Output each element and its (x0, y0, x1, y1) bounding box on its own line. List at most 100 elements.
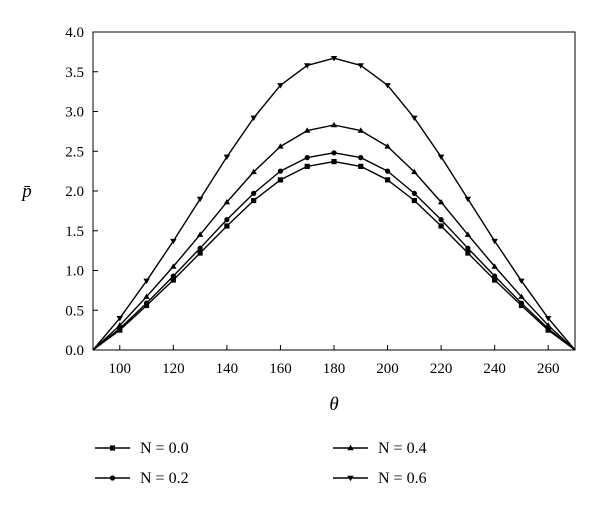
data-point (330, 56, 338, 62)
x-tick-label: 100 (109, 361, 132, 377)
data-point (224, 217, 230, 223)
data-point (304, 63, 311, 69)
data-point (411, 197, 417, 204)
data-point (465, 245, 471, 251)
legend-marker (347, 444, 354, 451)
data-point (143, 278, 150, 285)
x-tick-label: 200 (376, 361, 399, 377)
y-tick-label: 0.0 (65, 343, 84, 359)
data-point (491, 238, 498, 245)
data-point (465, 250, 471, 256)
data-point (170, 277, 176, 283)
data-point (518, 293, 525, 299)
data-point (358, 155, 364, 161)
legend-marker (347, 475, 354, 482)
legend: N = 0.0 N = 0.2 N = 0.4 N = 0.6 (95, 440, 427, 487)
data-point (437, 154, 445, 161)
x-tick-label: 120 (162, 361, 185, 377)
data-point (411, 190, 417, 196)
data-point (116, 322, 123, 328)
x-tick-label: 140 (216, 361, 239, 377)
y-tick-label: 2.5 (65, 144, 84, 160)
y-tick-label: 1.0 (65, 264, 84, 280)
x-tick-label: 220 (430, 361, 453, 377)
data-point (304, 127, 311, 133)
series-2 (92, 121, 576, 351)
x-tick-label: 160 (269, 361, 292, 377)
x-tick-label: 260 (537, 361, 560, 377)
x-axis: 100 120 140 160 180 200 220 240 260 (109, 345, 560, 377)
data-point (196, 231, 204, 237)
x-axis-label: θ (329, 394, 338, 415)
legend-item: N = 0.6 (333, 470, 427, 487)
plot-area (92, 56, 576, 351)
y-tick-label: 4.0 (65, 25, 84, 41)
data-point (464, 231, 472, 237)
data-point (358, 163, 364, 169)
y-tick-label: 0.5 (65, 303, 84, 319)
data-point (251, 190, 257, 196)
series-3 (92, 56, 576, 351)
data-point (170, 263, 177, 269)
legend-label: N = 0.4 (378, 440, 427, 457)
x-tick-label: 240 (483, 361, 506, 377)
legend-item: N = 0.2 (95, 470, 189, 487)
data-point (492, 273, 498, 279)
legend-label: N = 0.2 (140, 470, 189, 487)
data-point (304, 155, 310, 161)
data-point (196, 196, 204, 203)
y-axis: 0.0 0.5 1.0 1.5 2.0 2.5 3.0 3.5 4.0 (65, 25, 98, 359)
data-point (170, 238, 177, 245)
legend-label: N = 0.6 (378, 470, 427, 487)
data-point (223, 154, 231, 161)
data-point (411, 168, 418, 175)
data-point (437, 198, 445, 205)
data-point (116, 316, 123, 322)
data-point (545, 316, 552, 322)
legend-item: N = 0.0 (95, 440, 189, 457)
legend-label: N = 0.0 (140, 440, 189, 457)
y-axis-label: p̄ (20, 181, 32, 202)
data-point (518, 300, 525, 306)
legend-marker (109, 445, 116, 451)
data-point (357, 63, 364, 69)
y-tick-label: 3.0 (65, 105, 84, 121)
data-point (250, 168, 257, 175)
y-tick-label: 2.0 (65, 184, 84, 200)
data-point (384, 143, 391, 149)
data-point (330, 121, 338, 128)
data-point (304, 163, 310, 169)
data-point (277, 83, 284, 89)
data-point (331, 150, 337, 156)
data-point (197, 250, 203, 256)
data-point (464, 196, 472, 203)
data-point (143, 293, 150, 299)
data-point (143, 300, 150, 306)
data-point (411, 115, 418, 122)
data-point (224, 223, 230, 229)
data-point (277, 143, 284, 149)
data-point (277, 177, 284, 183)
data-point (545, 322, 552, 328)
data-point (438, 217, 444, 223)
data-point (492, 277, 498, 283)
data-point (251, 197, 257, 204)
data-point (331, 158, 337, 165)
legend-item: N = 0.4 (333, 440, 427, 457)
x-tick-label: 180 (323, 361, 346, 377)
data-point (223, 198, 231, 205)
legend-marker (109, 475, 116, 481)
data-point (384, 168, 391, 174)
data-point (357, 127, 364, 133)
data-point (250, 115, 257, 122)
data-point (384, 83, 391, 89)
y-tick-label: 1.5 (65, 224, 84, 240)
y-tick-label: 3.5 (65, 65, 84, 81)
data-point (438, 223, 444, 229)
data-point (277, 168, 284, 174)
data-point (518, 278, 525, 285)
data-point (197, 245, 203, 251)
data-point (170, 273, 176, 279)
